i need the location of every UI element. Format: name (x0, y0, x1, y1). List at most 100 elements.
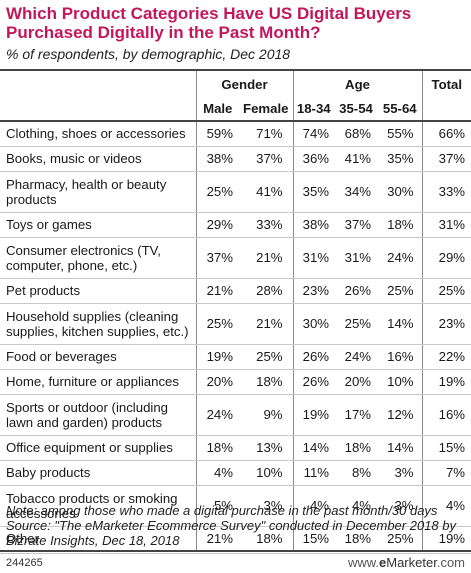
cell-value: 71% (239, 121, 294, 147)
cell-value: 26% (292, 344, 335, 370)
cell-value: 10% (378, 369, 423, 395)
cell-value: 9% (239, 394, 294, 436)
cell-value: 28% (239, 278, 294, 304)
cell-value: 16% (421, 394, 471, 436)
chart-subtitle: % of respondents, by demographic, Dec 20… (6, 46, 291, 62)
cell-value: 14% (292, 435, 335, 461)
cell-value: 15% (292, 526, 335, 552)
cell-value: 66% (421, 121, 471, 147)
cell-value: 21% (239, 303, 294, 345)
table-row: Clothing, shoes or accessories 59% 71% 74% 6… (0, 121, 471, 147)
row-category: Toys or games (0, 212, 196, 238)
cell-value: 34% (334, 171, 379, 213)
row-category: Tobacco products or smoking accessories (0, 485, 196, 527)
header-gender: Gender (195, 69, 294, 97)
cell-value: 23% (292, 278, 335, 304)
cell-value: 41% (334, 146, 379, 172)
cell-value: 4% (421, 485, 471, 527)
table-row: Other 21% 18% 15% 18% 25% 19% (0, 526, 471, 552)
cell-value: 31% (292, 237, 335, 279)
cell-value: 24% (378, 237, 423, 279)
row-category: Other (0, 526, 196, 552)
cell-value: 19% (292, 394, 335, 436)
row-category: Clothing, shoes or accessories (0, 121, 196, 147)
cell-value: 18% (334, 435, 379, 461)
cell-value: 25% (421, 278, 471, 304)
table-row: Pharmacy, health or beauty products 25% 41… (0, 171, 471, 213)
cell-value: 68% (334, 121, 379, 147)
header-blank-2 (0, 97, 196, 122)
cell-value: 19% (195, 344, 239, 370)
brand-prefix: www. (347, 555, 380, 570)
cell-value: 31% (334, 237, 379, 279)
cell-value: 5% (195, 485, 239, 527)
cell-value: 18% (239, 369, 294, 395)
cell-value: 59% (195, 121, 239, 147)
cell-value: 29% (421, 237, 471, 279)
row-category: Food or beverages (0, 344, 196, 370)
cell-value: 36% (292, 146, 335, 172)
table-row: Pet products 21% 28% 23% 26% 25% 25% (0, 278, 471, 304)
cell-value: 33% (421, 171, 471, 213)
cell-value: 37% (195, 237, 239, 279)
table-row: Food or beverages 19% 25% 26% 24% 16% 22% (0, 344, 471, 370)
row-category: Consumer electronics (TV, computer, phon… (0, 237, 196, 279)
cell-value: 15% (421, 435, 471, 461)
table-row: Baby products 4% 10% 11% 8% 3% 7% (0, 460, 471, 486)
table-row: Sports or outdoor (including lawn and ga… (0, 394, 471, 436)
cell-value: 4% (195, 460, 239, 486)
cell-value: 26% (292, 369, 335, 395)
cell-value: 13% (239, 435, 294, 461)
column-header: 35-54 (334, 97, 379, 122)
cell-value: 3% (378, 460, 423, 486)
header-blank (0, 69, 196, 97)
cell-value: 38% (292, 212, 335, 238)
chart-title: Which Product Categories Have US Digital… (6, 4, 412, 42)
cell-value: 18% (239, 526, 294, 552)
column-header: 55-64 (378, 97, 423, 122)
row-category: Sports or outdoor (including lawn and ga… (0, 394, 196, 436)
table-row: Office equipment or supplies 18% 13% 14% 18%… (0, 435, 471, 461)
cell-value: 26% (334, 278, 379, 304)
chart-notes: Note: among those who made a digital pur… (6, 503, 468, 548)
row-category: Books, music or videos (0, 146, 196, 172)
cell-value: 7% (421, 460, 471, 486)
cell-value: 10% (239, 460, 294, 486)
cell-value: 21% (195, 526, 239, 552)
cell-value: 55% (378, 121, 423, 147)
table-row: Books, music or videos 38% 37% 36% 41% 35% 37% (0, 146, 471, 172)
cell-value: 18% (378, 212, 423, 238)
cell-value: 37% (239, 146, 294, 172)
cell-value: 14% (378, 435, 423, 461)
cell-value: 22% (421, 344, 471, 370)
cell-value: 20% (195, 369, 239, 395)
cell-value: 25% (239, 344, 294, 370)
brand-e: e (379, 555, 387, 570)
column-header: Female (239, 97, 294, 122)
cell-value: 29% (195, 212, 239, 238)
cell-value: 20% (334, 369, 379, 395)
table-row: Tobacco products or smoking accessories 5… (0, 485, 471, 527)
table-row: Household supplies (cleaning supplies, k… (0, 303, 471, 345)
table-row: Consumer electronics (TV, computer, phon… (0, 237, 471, 279)
cell-value: 11% (292, 460, 335, 486)
cell-value: 24% (334, 344, 379, 370)
footer-divider (0, 553, 471, 554)
source-text: Source: "The eMarketer Ecommerce Survey"… (6, 518, 456, 548)
row-category: Home, furniture or appliances (0, 369, 196, 395)
cell-value: 25% (378, 278, 423, 304)
cell-value: 25% (378, 526, 423, 552)
cell-value: 12% (378, 394, 423, 436)
cell-value: 33% (239, 212, 294, 238)
cell-value: 37% (421, 146, 471, 172)
column-header: 18-34 (292, 97, 335, 122)
note-text: Note: among those who made a digital pur… (6, 503, 438, 518)
cell-value: 4% (334, 485, 379, 527)
brand-link[interactable]: www.eMarketer.com (348, 555, 465, 570)
cell-value: 37% (334, 212, 379, 238)
header-total: Total (421, 69, 471, 97)
cell-value: 19% (421, 526, 471, 552)
cell-value: 3% (239, 485, 294, 527)
data-table-container: Gender Age Total Male Female 18-34 35-54… (0, 69, 471, 552)
header-age: Age (292, 69, 423, 97)
